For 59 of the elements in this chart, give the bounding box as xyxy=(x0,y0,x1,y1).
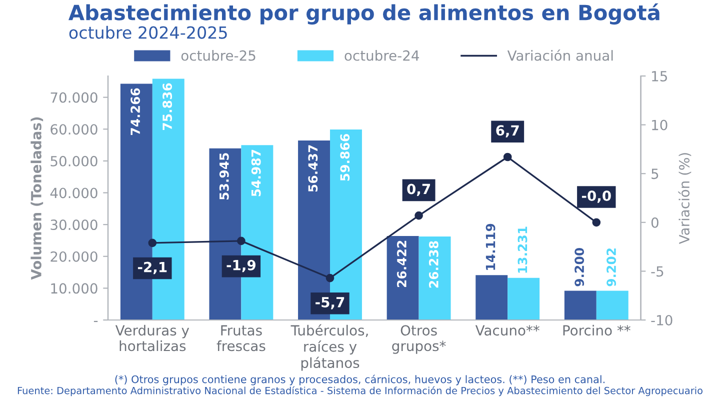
data-label: 59.866 xyxy=(340,134,350,181)
y-tick-label: 30.000 xyxy=(50,220,98,230)
y2-tick-label: 15 xyxy=(652,71,667,82)
legend-label: octubre-25 xyxy=(181,50,256,61)
data-label: 9.200 xyxy=(574,248,584,286)
text: (*) Otros grupos contiene granos y procesados, cárnicos, huevos y lacteos. (**) Peso en canal. xyxy=(115,374,604,386)
y2-tick-label: 10 xyxy=(652,120,668,130)
point xyxy=(326,274,334,282)
x-tick-label: Tubérculos, raíces y plátanos xyxy=(290,324,368,371)
data-label: 6,7 xyxy=(496,125,519,138)
data-label: -2,1 xyxy=(138,262,167,274)
y-axis-title: Volumen (Toneladas) xyxy=(30,117,44,280)
y-tick-label: 40.000 xyxy=(50,188,98,198)
bar xyxy=(564,290,596,320)
y-tick-label: 60.000 xyxy=(50,124,98,135)
x-tick-label: Vacuno** xyxy=(475,325,540,336)
y-tick-label: - xyxy=(94,320,98,322)
y2-axis-title: Variación (%) xyxy=(678,153,692,244)
data-label: 0,7 xyxy=(407,184,430,196)
y2-tick-label: 5 xyxy=(652,168,658,180)
y2-tick-label: -10 xyxy=(651,314,672,326)
data-label: 53.945 xyxy=(219,153,229,200)
y2-tick-label: 0 xyxy=(651,217,658,228)
data-label: -0,0 xyxy=(582,190,611,203)
data-label: -1,9 xyxy=(226,260,256,272)
data-label: 26.422 xyxy=(396,240,406,288)
data-label: 54.987 xyxy=(251,150,261,196)
legend-label: octubre-24 xyxy=(344,50,420,61)
bar xyxy=(476,275,508,320)
data-label: 56.437 xyxy=(308,145,318,192)
y-tick-label: 10.000 xyxy=(51,283,98,294)
bar xyxy=(508,278,540,320)
data-label: 74.266 xyxy=(130,88,140,135)
x-tick-label: Verduras y hortalizas xyxy=(115,324,190,352)
point xyxy=(592,218,601,227)
x-tick-label: Porcino ** xyxy=(563,324,630,336)
data-label: -5,7 xyxy=(316,297,344,310)
point xyxy=(237,236,246,246)
y-tick-label: 70.000 xyxy=(50,92,98,103)
x-tick-label: Otros grupos* xyxy=(392,325,446,354)
point xyxy=(503,152,512,162)
legend-label: Variación anual xyxy=(507,50,613,61)
x-tick-label: Frutas frescas xyxy=(216,325,266,352)
point xyxy=(148,238,157,248)
data-label: 9.202 xyxy=(606,248,616,286)
data-label: 14.119 xyxy=(486,224,496,270)
bar xyxy=(596,290,628,320)
data-label: 13.231 xyxy=(518,226,528,273)
y2-tick-label: -5 xyxy=(651,266,664,277)
data-label: 26.238 xyxy=(428,241,438,288)
y-tick-label: 50.000 xyxy=(50,156,98,166)
bar xyxy=(418,236,451,320)
chart-subtitle: octubre 2024-2025 xyxy=(69,26,227,39)
bar xyxy=(386,236,419,320)
source-note: Fuente: Departamento Administrativo Nacional de Estadística - Sistema de Información de Precios y Abastecimiento del Sector Agropecuario xyxy=(18,386,702,396)
chart-title: Abastecimiento por grupo de alimentos en Bogotá xyxy=(68,3,660,25)
point xyxy=(414,211,423,220)
y-tick-label: 20.000 xyxy=(50,251,98,262)
data-label: 75.836 xyxy=(162,83,172,130)
